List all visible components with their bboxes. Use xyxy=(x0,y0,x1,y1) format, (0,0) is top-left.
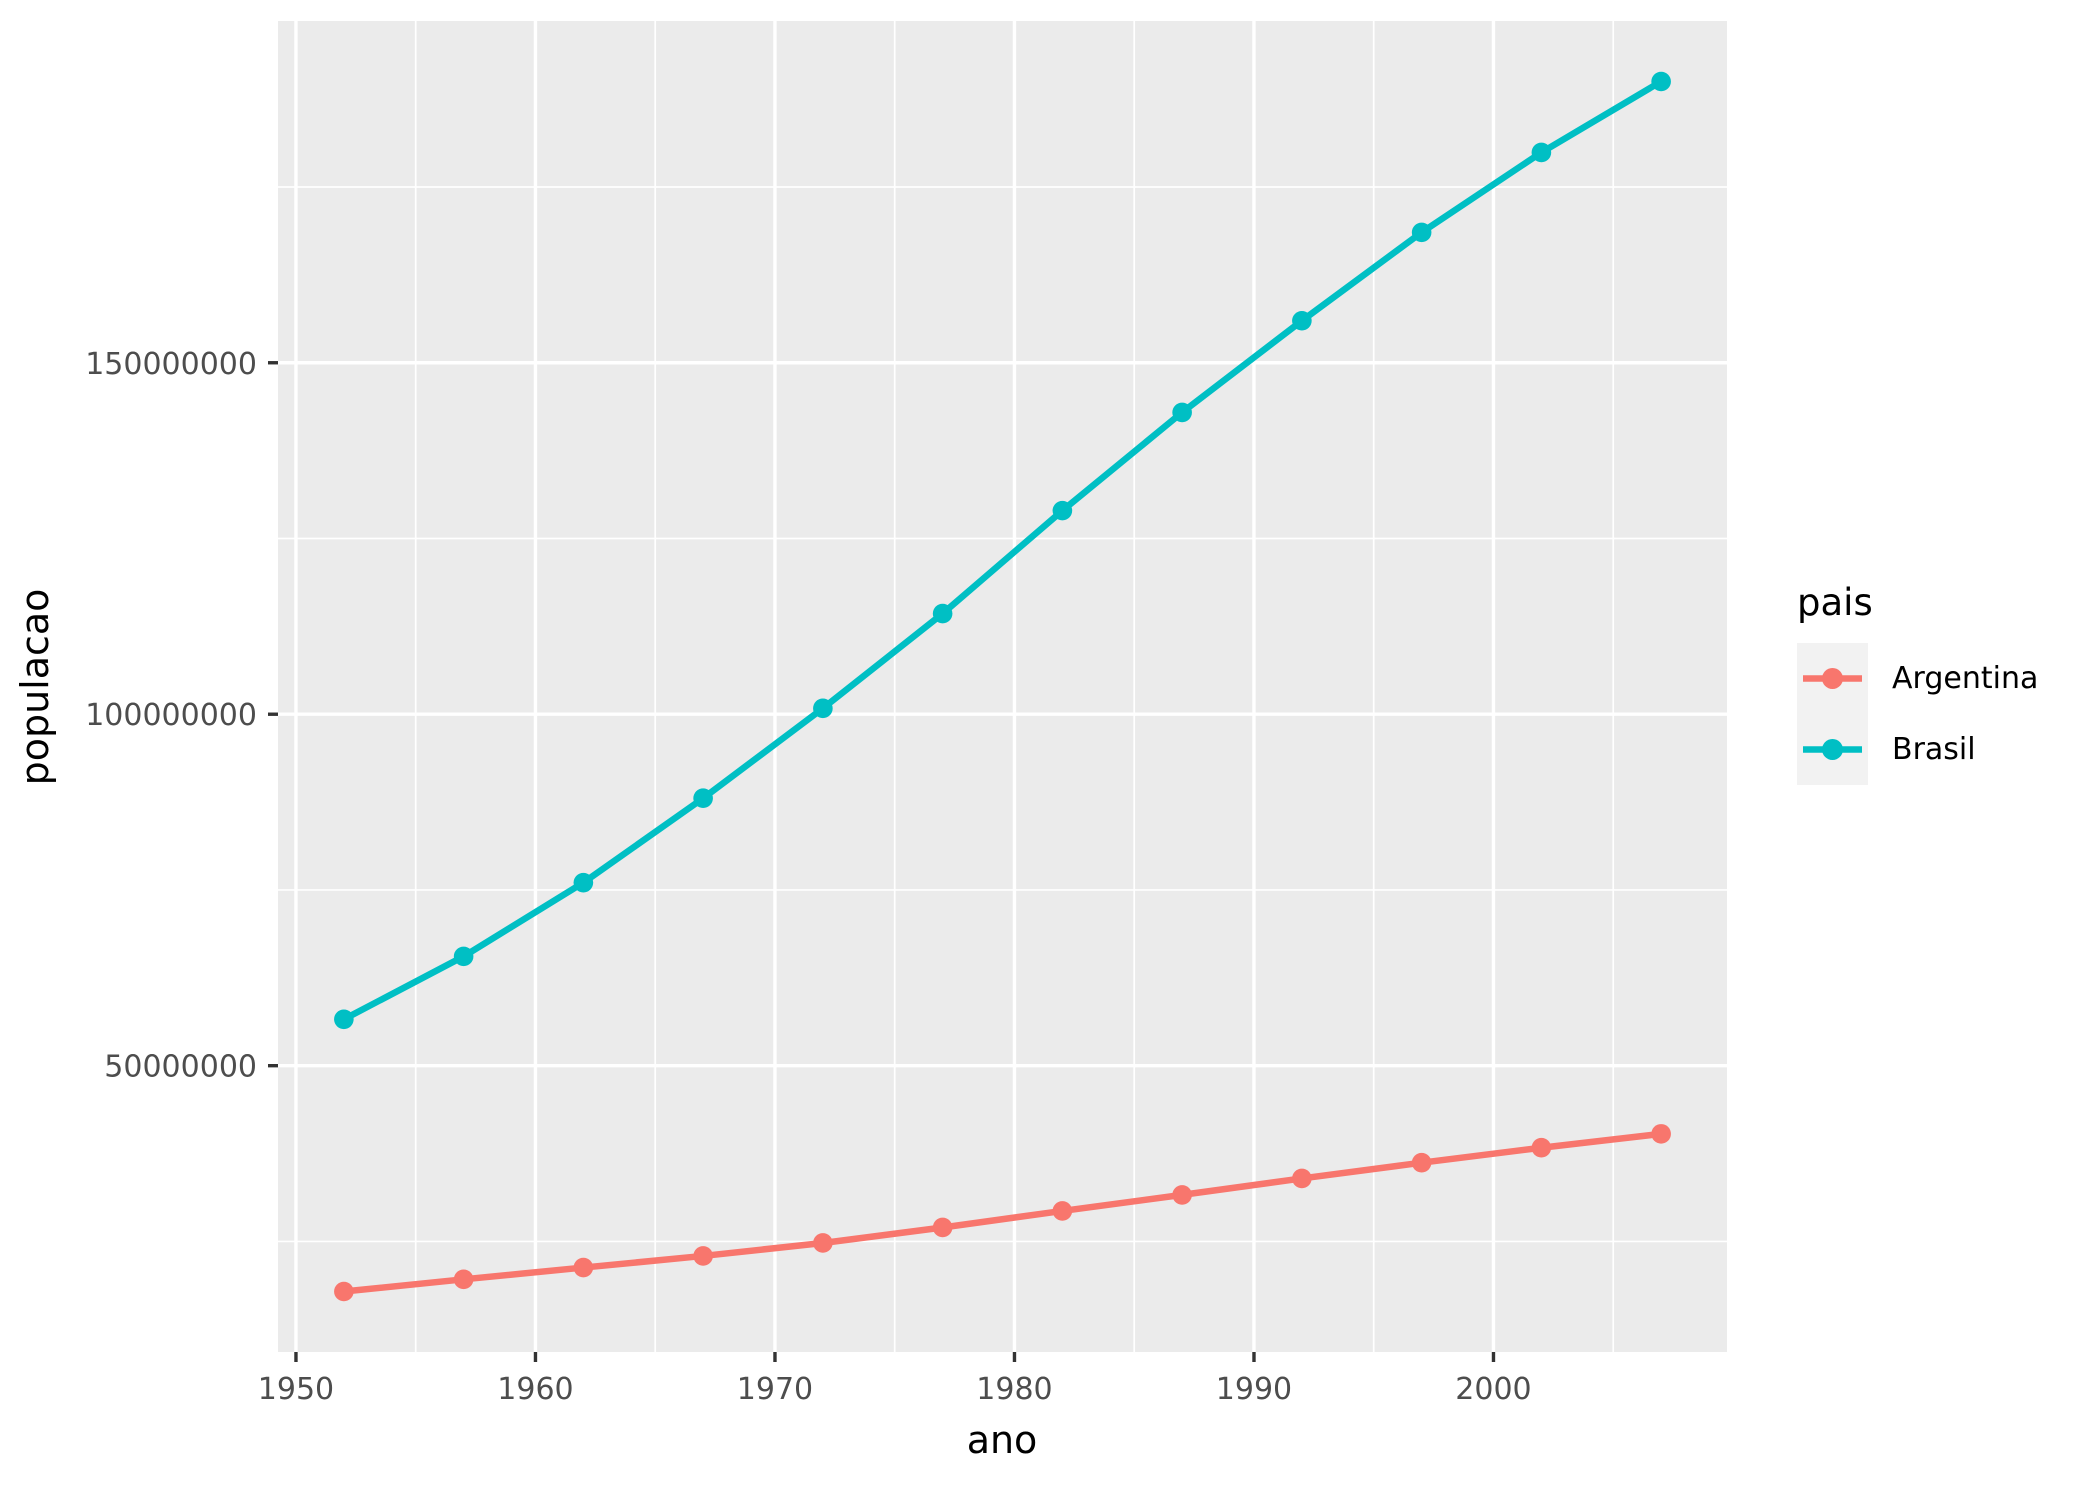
point-argentina-1997 xyxy=(1411,1152,1432,1173)
x-tick-label: 1990 xyxy=(1216,1372,1292,1407)
point-argentina-1952 xyxy=(334,1281,354,1302)
legend-item-brasil: Brasil xyxy=(1797,713,2038,785)
x-tick-label: 1950 xyxy=(258,1372,334,1407)
axis-layer: 1950 1960 1970 1980 1990 2000 50000000 10000000… xyxy=(85,347,1531,1407)
legend: pais Argentina Brasil xyxy=(1797,581,2039,785)
point-brasil-1992 xyxy=(1292,310,1312,331)
x-tick-label: 1980 xyxy=(976,1372,1052,1407)
y-tick-label: 150000000 xyxy=(85,347,257,382)
x-tick-label: 1970 xyxy=(737,1372,813,1407)
point-brasil-1972 xyxy=(813,698,833,719)
point-argentina-1987 xyxy=(1172,1185,1192,1205)
legend-item-label: Argentina xyxy=(1892,660,2039,696)
point-brasil-1982 xyxy=(1052,500,1073,521)
point-argentina-1992 xyxy=(1292,1168,1312,1189)
point-argentina-2002 xyxy=(1531,1137,1552,1158)
point-brasil-1962 xyxy=(573,872,594,893)
point-argentina-1957 xyxy=(453,1269,474,1290)
line-argentina xyxy=(343,1130,1662,1295)
point-brasil-1997 xyxy=(1411,222,1432,243)
plot-panel xyxy=(278,21,1727,1352)
y-tick-label: 100000000 xyxy=(85,698,257,733)
y-axis-title: populacao xyxy=(13,589,57,786)
point-argentina-2007 xyxy=(1651,1124,1671,1144)
x-tick-label: 1960 xyxy=(497,1372,573,1407)
plot-panel-layer xyxy=(278,21,1727,1352)
point-brasil-1977 xyxy=(932,603,953,624)
point-argentina-1972 xyxy=(813,1233,833,1253)
point-brasil-1957 xyxy=(453,946,474,967)
point-brasil-2002 xyxy=(1531,142,1552,163)
y-tick-label: 50000000 xyxy=(104,1050,257,1085)
x-tick-label: 2000 xyxy=(1455,1372,1531,1407)
legend-key-argentina-icon xyxy=(1797,642,1868,714)
x-axis-title: ano xyxy=(967,1418,1038,1462)
legend-item-label: Brasil xyxy=(1892,731,1976,767)
legend-item-argentina: Argentina xyxy=(1797,642,2039,714)
point-brasil-2007 xyxy=(1651,71,1671,92)
line-brasil xyxy=(342,78,1663,1023)
point-argentina-1967 xyxy=(693,1246,713,1266)
data-series-layer xyxy=(334,71,1671,1302)
point-brasil-1967 xyxy=(693,788,713,809)
point-argentina-1977 xyxy=(932,1217,953,1238)
point-brasil-1952 xyxy=(334,1009,354,1030)
point-argentina-1962 xyxy=(573,1257,594,1278)
legend-key-brasil-icon xyxy=(1797,713,1868,785)
point-brasil-1987 xyxy=(1172,402,1192,423)
legend-title: pais xyxy=(1797,581,1873,624)
gridline-layer xyxy=(278,21,1727,1352)
point-argentina-1982 xyxy=(1052,1201,1073,1221)
